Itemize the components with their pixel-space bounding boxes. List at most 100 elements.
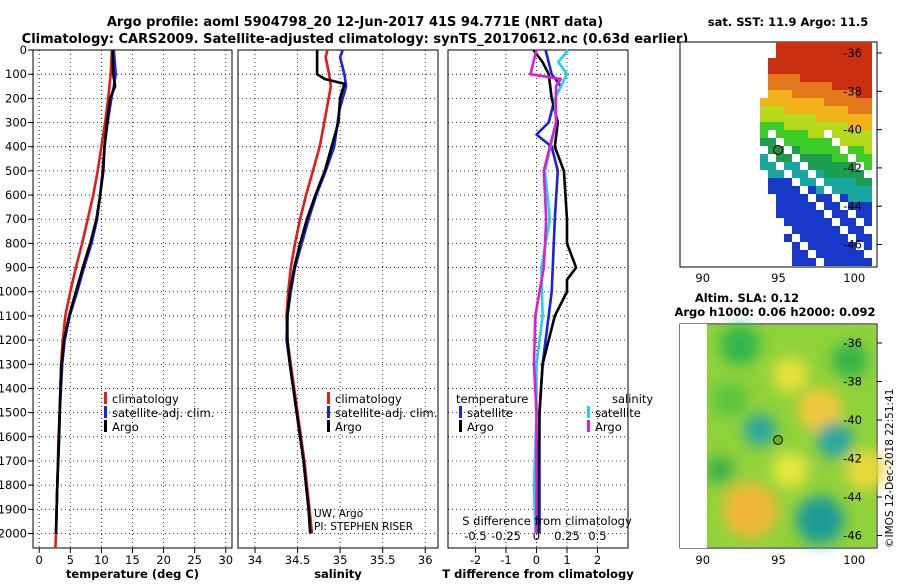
- sst-cell: [864, 58, 872, 66]
- sst-cell: [848, 146, 856, 154]
- sst-cell: [784, 42, 792, 50]
- y-tick-label: 1500: [0, 406, 27, 420]
- sst-cell: [856, 122, 864, 130]
- sst-cell: [824, 170, 832, 178]
- sst-cell: [832, 186, 840, 194]
- sst-cell: [808, 210, 816, 218]
- sst-cell: [792, 218, 800, 226]
- sst-cell: [848, 218, 856, 226]
- sst-cell: [816, 226, 824, 234]
- sst-cell: [800, 114, 808, 122]
- sst-cell: [800, 106, 808, 114]
- sst-cell: [840, 186, 848, 194]
- sst-cell: [848, 122, 856, 130]
- sst-cell: [784, 218, 792, 226]
- title-line-2: Climatology: CARS2009. Satellite-adjuste…: [22, 32, 689, 47]
- sst-cell: [784, 50, 792, 58]
- sst-cell: [808, 162, 816, 170]
- sst-cell: [848, 250, 856, 258]
- sst-cell: [856, 58, 864, 66]
- x-tick-label: 30: [218, 553, 233, 567]
- sst-cell: [824, 250, 832, 258]
- sst-cell: [776, 42, 784, 50]
- sst-cell: [840, 178, 848, 186]
- sst-cell: [768, 122, 776, 130]
- sst-cell: [800, 234, 808, 242]
- sst-cell: [784, 66, 792, 74]
- sst-cell: [816, 114, 824, 122]
- sst-cell: [824, 114, 832, 122]
- sst-cell: [856, 178, 864, 186]
- sst-cell: [840, 210, 848, 218]
- sst-cell: [832, 202, 840, 210]
- map-y-tick-label: -46: [843, 238, 862, 252]
- sst-cell: [832, 162, 840, 170]
- sst-cell: [856, 154, 864, 162]
- sla-blob: [832, 342, 868, 378]
- sst-cell: [792, 90, 800, 98]
- sst-cell: [840, 162, 848, 170]
- map-x-tick-label: 100: [843, 553, 865, 567]
- sla-blob: [817, 422, 853, 458]
- sst-cell: [760, 130, 768, 138]
- sst-cell: [816, 130, 824, 138]
- sst-cell: [808, 242, 816, 250]
- sst-cell: [840, 258, 848, 266]
- sst-cell: [808, 258, 816, 266]
- sst-cell: [800, 202, 808, 210]
- sst-cell: [832, 50, 840, 58]
- sst-cell: [832, 58, 840, 66]
- sst-cell: [816, 98, 824, 106]
- legend-title-salinity: salinity: [612, 392, 653, 406]
- sst-cell: [824, 74, 832, 82]
- y-tick-label: 100: [5, 67, 27, 81]
- sst-cell: [792, 202, 800, 210]
- sst-cell: [800, 210, 808, 218]
- sst-cell: [832, 74, 840, 82]
- sst-cell: [768, 138, 776, 146]
- sst-cell: [816, 82, 824, 90]
- sst-cell: [768, 146, 776, 154]
- top-tick-label: -0.25: [491, 529, 521, 543]
- sst-cell: [784, 194, 792, 202]
- sst-cell: [840, 138, 848, 146]
- sst-cell: [784, 210, 792, 218]
- sst-cell: [768, 66, 776, 74]
- sst-cell: [792, 186, 800, 194]
- sst-cell: [840, 50, 848, 58]
- sst-cell: [856, 50, 864, 58]
- sla-map: Altim. SLA: 0.12 Argo h1000: 0.06 h2000:…: [674, 291, 885, 567]
- legend-label-temp-argo: Argo: [467, 420, 494, 434]
- y-tick-label: 800: [5, 236, 27, 250]
- sst-cell: [792, 82, 800, 90]
- title-line-1: Argo profile: aoml 5904798_20 12-Jun-201…: [107, 15, 603, 30]
- sst-cell: [848, 170, 856, 178]
- sst-cell: [808, 146, 816, 154]
- y-tick-label: 200: [5, 91, 27, 105]
- sla-blob: [798, 388, 842, 432]
- legend-swatch-satellite: [104, 406, 107, 418]
- y-tick-label: 1100: [0, 309, 27, 323]
- sst-cell: [808, 66, 816, 74]
- sst-cell: [848, 114, 856, 122]
- y-tick-label: 300: [5, 116, 27, 130]
- sst-cell: [848, 242, 856, 250]
- sst-cell: [840, 42, 848, 50]
- sst-cell: [864, 194, 872, 202]
- legend-swatch-climatology: [327, 392, 330, 404]
- sst-cell: [848, 106, 856, 114]
- sst-cell: [776, 58, 784, 66]
- pi-annotation-line2: PI: STEPHEN RISER: [314, 521, 413, 533]
- sst-cell: [832, 242, 840, 250]
- sst-cell: [856, 130, 864, 138]
- sst-cell: [784, 90, 792, 98]
- top-tick-label: -0.5: [464, 529, 486, 543]
- y-tick-label: 1800: [0, 478, 27, 492]
- sst-cell: [824, 66, 832, 74]
- sst-cell: [840, 58, 848, 66]
- legend-label-argo: Argo: [112, 420, 139, 434]
- sst-cell: [808, 42, 816, 50]
- sst-cell: [856, 146, 864, 154]
- sst-cell: [864, 242, 872, 250]
- sst-cell: [792, 106, 800, 114]
